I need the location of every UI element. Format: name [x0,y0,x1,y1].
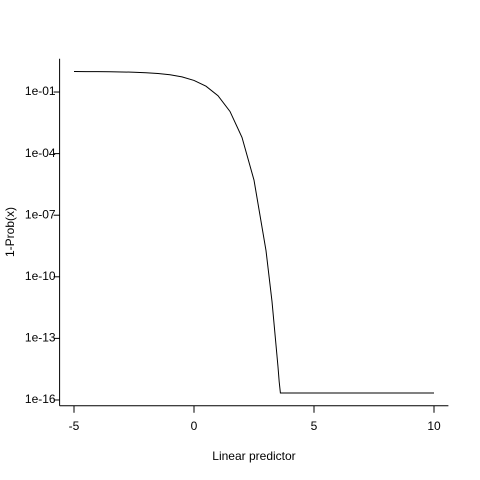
y-tick-label: 1e-01 [25,84,56,98]
y-tick-label: 1e-07 [25,207,56,221]
x-axis-title: Linear predictor [212,449,295,463]
y-tick-label: 1e-04 [25,146,56,160]
x-tick-label: -5 [69,419,80,433]
y-tick-label: 1e-10 [25,269,56,283]
x-tick-label: 0 [191,419,198,433]
x-tick-label: 5 [311,419,318,433]
y-tick-label: 1e-13 [25,331,56,345]
y-axis-title: 1-Prob(x) [3,207,17,257]
y-tick-label: 1e-16 [25,392,56,406]
x-tick-label: 10 [427,419,441,433]
data-line [73,71,434,394]
